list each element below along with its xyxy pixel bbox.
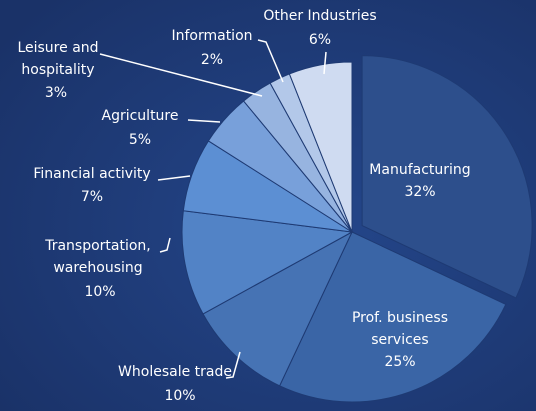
value-label: 25% [384,354,415,370]
slice-label-line: hospitality [21,62,94,78]
value-label: 32% [404,184,435,200]
slice-label: Wholesale trade [118,364,232,380]
value-label: 2% [201,52,223,68]
slice-label: Financial activity [33,166,150,182]
leader-line [257,39,284,83]
leader-line [225,351,241,379]
pie-slice [361,55,533,299]
slice-label-line: warehousing [53,260,142,276]
value-label: 5% [129,132,151,148]
slice-label: Information [171,28,252,44]
value-label: 10% [84,284,115,300]
value-label: 3% [45,85,67,101]
slice-label: Leisure and hospitality [17,40,98,78]
slice-label: Manufacturing [369,162,470,178]
leader-line [159,237,171,253]
value-label: 6% [309,32,331,48]
slice-label-line: Prof. business [352,310,448,326]
slice-label: Prof. business services [352,310,448,348]
slice-label: Other Industries [263,8,376,24]
slice-label-line: Leisure and [17,40,98,56]
leader-line [157,175,191,181]
slice-label: Transportation, warehousing [44,238,151,276]
leader-line [187,119,221,123]
pie-slice [181,210,354,315]
leader-line [99,53,263,97]
slice-label-line: Transportation, [44,238,151,254]
leader-line [323,51,327,75]
pie-slice [288,61,353,233]
pie-slice [202,230,354,387]
value-label: 10% [164,388,195,404]
slice-label: Agriculture [102,108,179,124]
pie-slice [278,231,507,403]
slice-label-line: services [371,332,428,348]
value-label: 7% [81,189,103,205]
